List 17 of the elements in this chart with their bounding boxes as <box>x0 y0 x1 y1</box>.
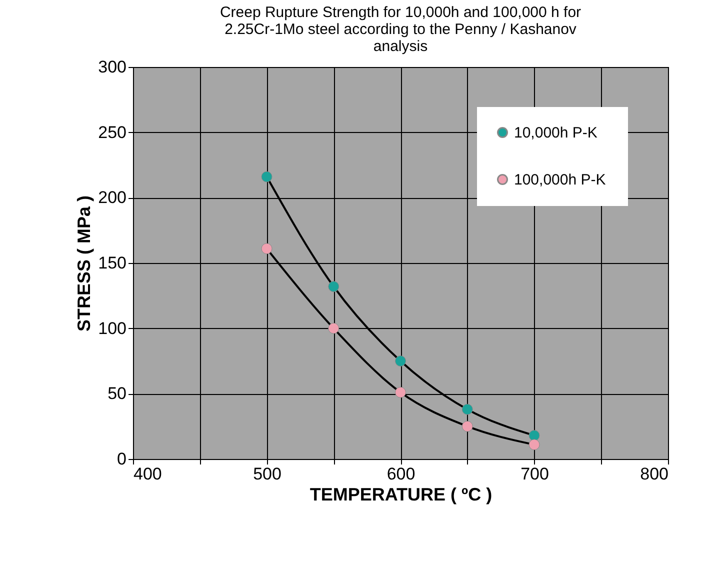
x-tick-label: 700 <box>520 464 549 484</box>
x-tick-label: 400 <box>134 464 162 484</box>
chart-title: Creep Rupture Strength for 10,000h and 100,000 h for 2.25Cr-1Mo steel according to the Penny / Kashanov analysis <box>220 4 582 55</box>
x-tick-label: 800 <box>640 464 668 484</box>
legend-label: 100,000h P-K <box>514 172 606 188</box>
y-tick-label: 300 <box>98 58 126 76</box>
y-tick-label: 0 <box>117 450 126 468</box>
x-axis-title: TEMPERATURE ( ºC ) <box>310 484 492 504</box>
x-tick-label: 600 <box>386 464 416 484</box>
y-axis-title: STRESS ( MPa ) <box>74 195 94 332</box>
legend-label: 10,000h P-K <box>514 124 598 142</box>
y-tick-label: 150 <box>98 254 126 272</box>
x-tick-label: 500 <box>253 464 282 484</box>
y-tick-label: 200 <box>98 188 126 208</box>
y-tick-label: 250 <box>98 122 126 142</box>
y-tick-label: 100 <box>98 318 126 338</box>
y-tick-label: 50 <box>108 384 126 404</box>
